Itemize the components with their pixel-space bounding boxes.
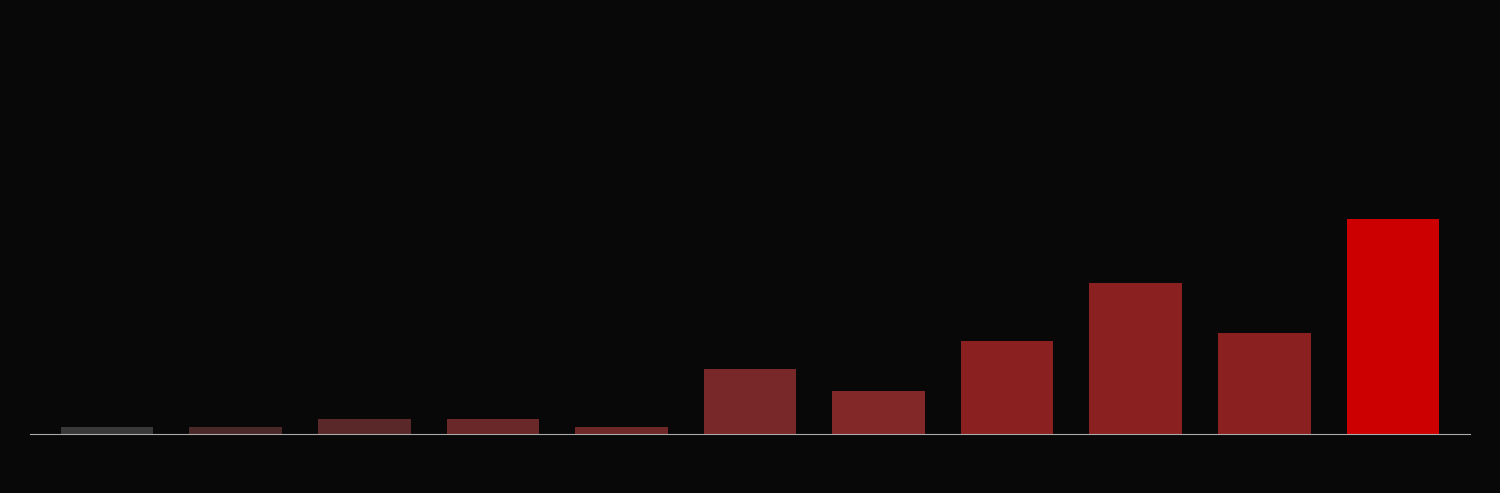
- Bar: [704, 369, 797, 434]
- Bar: [833, 391, 926, 434]
- Bar: [574, 426, 668, 434]
- Bar: [1089, 283, 1182, 434]
- Bar: [1218, 333, 1311, 434]
- Bar: [318, 420, 411, 434]
- Bar: [1347, 219, 1438, 434]
- Bar: [447, 420, 538, 434]
- Bar: [189, 426, 282, 434]
- Bar: [962, 341, 1053, 434]
- Bar: [62, 426, 153, 434]
